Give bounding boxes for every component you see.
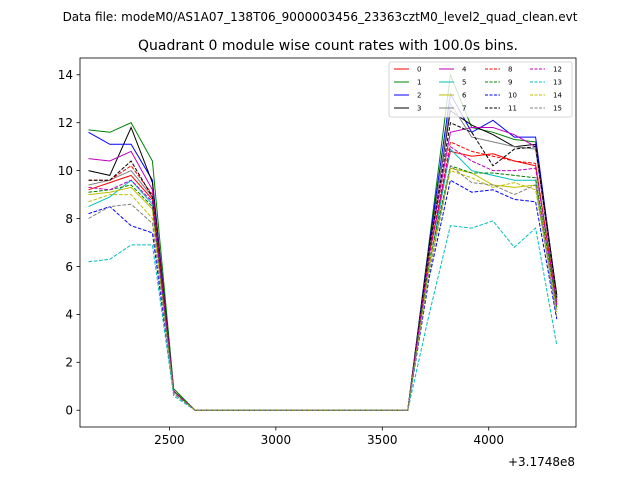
- legend-label-3: 3: [417, 105, 421, 113]
- axes-background: [80, 58, 576, 427]
- legend-label-0: 0: [417, 66, 421, 74]
- y-tick-label: 8: [65, 212, 73, 226]
- legend-label-7: 7: [462, 105, 466, 113]
- series-layer: [88, 72, 558, 411]
- series-line-15: [88, 164, 558, 411]
- x-tick-label: 3500: [367, 433, 398, 447]
- y-tick-label: 14: [58, 68, 73, 82]
- y-tick-label: 12: [58, 116, 73, 130]
- y-tick-label: 6: [65, 260, 73, 274]
- legend-label-6: 6: [462, 92, 467, 100]
- y-tick-label: 2: [65, 356, 73, 370]
- legend-label-2: 2: [417, 92, 421, 100]
- x-tick-label: 3000: [261, 433, 292, 447]
- legend-label-5: 5: [462, 79, 466, 87]
- legend-label-14: 14: [553, 92, 562, 100]
- legend-label-4: 4: [462, 66, 467, 74]
- suptitle: Data file: modeM0/AS1A07_138T06_90000034…: [63, 10, 578, 24]
- chart-title: Quadrant 0 module wise count rates with …: [138, 38, 518, 54]
- y-axis: 0 2 4 6 8 10 12 14: [58, 68, 80, 418]
- legend-label-15: 15: [553, 105, 562, 113]
- x-offset-label: +3.1748e8: [508, 455, 575, 469]
- legend-label-9: 9: [508, 79, 512, 87]
- y-tick-label: 0: [65, 404, 73, 418]
- legend-label-1: 1: [417, 79, 421, 87]
- legend-label-10: 10: [508, 92, 517, 100]
- axes-frame: [79, 57, 577, 428]
- x-axis: 2500 3000 3500 4000: [154, 427, 504, 447]
- x-tick-label: 2500: [154, 433, 185, 447]
- legend-label-8: 8: [508, 66, 512, 74]
- legend-label-11: 11: [508, 105, 517, 113]
- legend-frame: [388, 61, 573, 118]
- x-tick-label: 4000: [473, 433, 504, 447]
- legend-label-12: 12: [553, 66, 562, 74]
- legend-label-13: 13: [553, 79, 562, 87]
- y-tick-label: 4: [65, 308, 73, 322]
- y-tick-label: 10: [58, 164, 73, 178]
